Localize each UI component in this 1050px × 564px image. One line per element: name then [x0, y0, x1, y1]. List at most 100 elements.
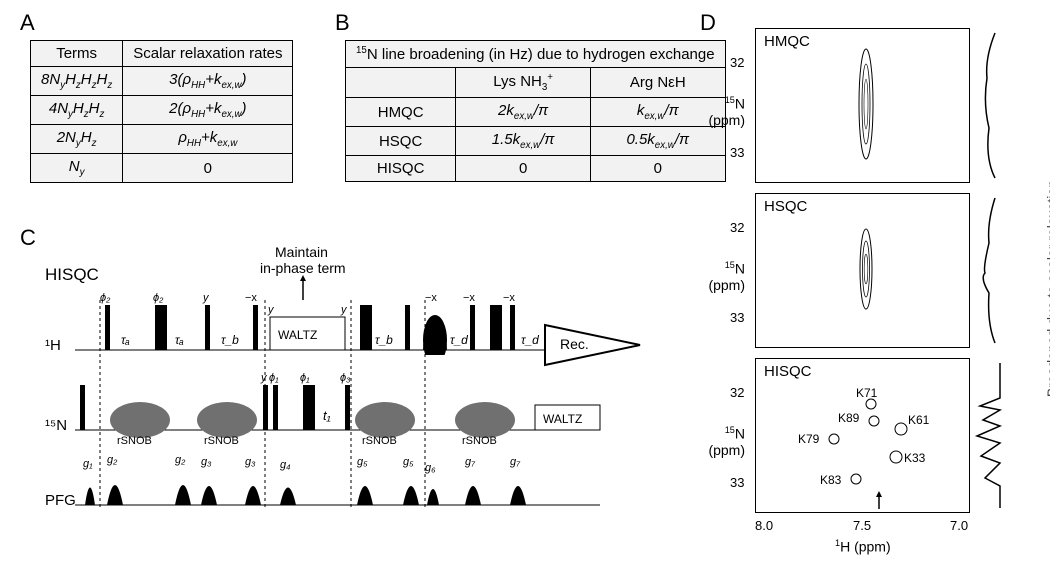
tA-term0: 8NyHzHzHz — [31, 67, 123, 96]
panel-d-label: D — [700, 10, 716, 36]
maintain-text2: in-phase term — [260, 260, 346, 276]
svg-text:y: y — [202, 292, 210, 304]
svg-text:τₐ: τₐ — [121, 333, 130, 347]
svg-text:y: y — [260, 372, 268, 384]
svg-text:τ_d: τ_d — [450, 333, 468, 347]
ylabel-hmqc: 15N(ppm) — [700, 95, 745, 128]
tA-rate3: 0 — [123, 154, 293, 183]
ch2-label: ¹⁵N — [45, 417, 67, 434]
svg-text:g₅: g₅ — [357, 456, 368, 468]
tA-term3: Ny — [31, 154, 123, 183]
panel-c-label: C — [20, 225, 36, 251]
panel-a-label: A — [20, 10, 35, 36]
ytick-hisqc-33: 33 — [730, 475, 744, 490]
svg-text:ϕ₁: ϕ₁ — [269, 372, 279, 384]
svg-text:y: y — [267, 304, 275, 316]
ytick-hmqc-33: 33 — [730, 145, 744, 160]
spectrum-hmqc: HMQC — [755, 28, 970, 183]
svg-text:ϕ₃: ϕ₃ — [340, 372, 351, 384]
tB-col3: Arg NεH — [590, 68, 725, 98]
svg-text:ϕ₂: ϕ₂ — [100, 292, 111, 304]
side-text: Broadened due to scalar relaxation — [1044, 180, 1050, 397]
svg-text:τ_b: τ_b — [375, 333, 393, 347]
svg-text:K71: K71 — [856, 386, 878, 400]
tA-rate0: 3(ρHH+kex,w) — [123, 67, 293, 96]
svg-text:K61: K61 — [908, 413, 930, 427]
trace-hisqc — [975, 358, 1015, 513]
rsnob4: rSNOB — [462, 435, 497, 447]
maintain-text1: Maintain — [275, 245, 328, 260]
tA-term1: 4NyHzHz — [31, 96, 123, 125]
svg-text:g₃: g₃ — [201, 456, 212, 468]
spectrum-hsqc: HSQC — [755, 193, 970, 348]
rsnob2: rSNOB — [204, 435, 239, 447]
svg-text:y: y — [340, 304, 348, 316]
svg-text:g₇: g₇ — [510, 456, 521, 468]
svg-text:g₂: g₂ — [107, 454, 118, 466]
ytick-hsqc-32: 32 — [730, 220, 744, 235]
waltz2-label: WALTZ — [543, 412, 582, 426]
rsnob1: rSNOB — [117, 435, 152, 447]
tA-rate2: ρHH+kex,w — [123, 125, 293, 154]
xtick-2: 7.0 — [950, 518, 968, 533]
tB-lys0: 2kex,w/π — [456, 98, 591, 127]
table-a: Terms Scalar relaxation rates 8NyHzHzHz3… — [30, 40, 293, 183]
waltz-label: WALTZ — [278, 328, 317, 342]
svg-text:−x: −x — [503, 292, 515, 304]
svg-text:−x: −x — [463, 292, 475, 304]
xlabel: 1H (ppm) — [835, 538, 891, 555]
svg-text:g₃: g₃ — [245, 456, 256, 468]
tB-col1 — [346, 68, 456, 98]
svg-text:g₁: g₁ — [83, 458, 93, 470]
svg-text:τₐ: τₐ — [175, 333, 184, 347]
pulse-sequence: HISQC Maintain in-phase term ¹H ϕ₂ ϕ₂ y … — [45, 245, 665, 545]
rec-label: Rec. — [560, 336, 589, 352]
tB-name0: HMQC — [346, 98, 456, 127]
svg-text:ϕ₁: ϕ₁ — [300, 372, 310, 384]
tableB-title: 15N line broadening (in Hz) due to hydro… — [346, 41, 726, 68]
svg-text:t₁: t₁ — [323, 408, 331, 423]
tB-lys2: 0 — [456, 156, 591, 182]
tableA-col2: Scalar relaxation rates — [123, 41, 293, 67]
tB-col2: Lys NH3+ — [456, 68, 591, 98]
svg-text:K33: K33 — [904, 451, 926, 465]
svg-text:K89: K89 — [838, 411, 860, 425]
ytick-hsqc-33: 33 — [730, 310, 744, 325]
tA-term2: 2NyHz — [31, 125, 123, 154]
tableA-col1: Terms — [31, 41, 123, 67]
xtick-0: 8.0 — [755, 518, 773, 533]
svg-text:−x: −x — [425, 292, 437, 304]
ylabel-hisqc: 15N(ppm) — [700, 425, 745, 458]
svg-text:g₆: g₆ — [425, 462, 436, 474]
gradients: g₁ g₂ g₂ g₃ g₃ g₄ g₅ g₅ g₆ g₇ g₇ — [83, 454, 526, 505]
svg-text:g₂: g₂ — [175, 454, 186, 466]
svg-text:τ_d: τ_d — [521, 333, 539, 347]
tB-name1: HSQC — [346, 127, 456, 156]
ch1-label: ¹H — [45, 337, 61, 354]
trace-hsqc — [975, 193, 1015, 348]
ytick-hmqc-32: 32 — [730, 55, 744, 70]
table-b: 15N line broadening (in Hz) due to hydro… — [345, 40, 726, 182]
panel-b-label: B — [335, 10, 350, 36]
tB-arg2: 0 — [590, 156, 725, 182]
spectrum-hisqc: HISQC K71 K89 K61 K79 K33 K83 — [755, 358, 970, 513]
hisqc-label: HISQC — [45, 265, 99, 284]
xtick-1: 7.5 — [853, 518, 871, 533]
svg-text:g₅: g₅ — [403, 456, 414, 468]
svg-text:−x: −x — [245, 292, 257, 304]
tB-lys1: 1.5kex,w/π — [456, 127, 591, 156]
svg-text:τ_b: τ_b — [221, 333, 239, 347]
rsnob3: rSNOB — [362, 435, 397, 447]
trace-hmqc — [975, 28, 1015, 183]
svg-text:g₇: g₇ — [465, 456, 476, 468]
svg-text:g₄: g₄ — [280, 459, 291, 471]
ch3-label: PFG — [45, 492, 76, 509]
svg-text:K83: K83 — [820, 473, 842, 487]
svg-text:K79: K79 — [798, 432, 820, 446]
tB-name2: HISQC — [346, 156, 456, 182]
svg-text:ϕ₂: ϕ₂ — [153, 292, 164, 304]
ylabel-hsqc: 15N(ppm) — [700, 260, 745, 293]
tB-arg1: 0.5kex,w/π — [590, 127, 725, 156]
tA-rate1: 2(ρHH+kex,w) — [123, 96, 293, 125]
ytick-hisqc-32: 32 — [730, 385, 744, 400]
